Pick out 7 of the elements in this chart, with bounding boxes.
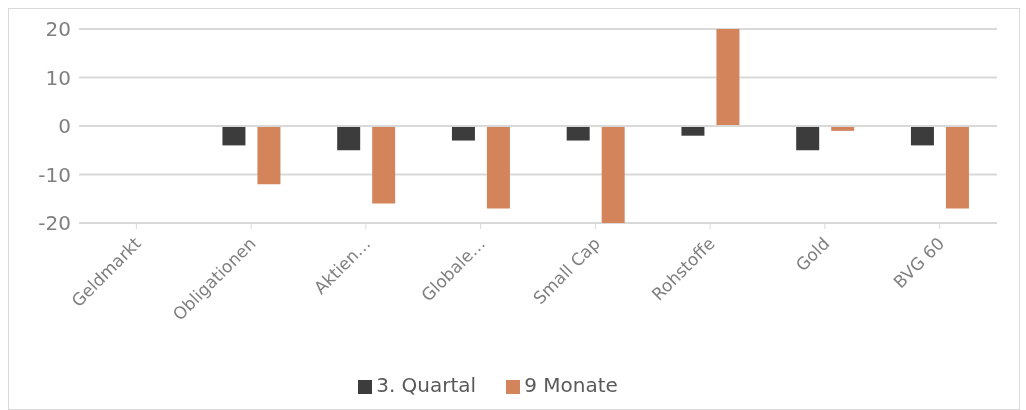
y-tick-label: -10: [38, 162, 71, 187]
legend-label: 3. Quartal: [376, 373, 477, 397]
y-tick-label: -20: [38, 211, 71, 236]
y-tick-label: 20: [45, 17, 71, 42]
legend-label: 9 Monate: [524, 373, 618, 397]
y-tick-label: 0: [58, 114, 71, 139]
y-tick-label: 10: [45, 65, 71, 90]
